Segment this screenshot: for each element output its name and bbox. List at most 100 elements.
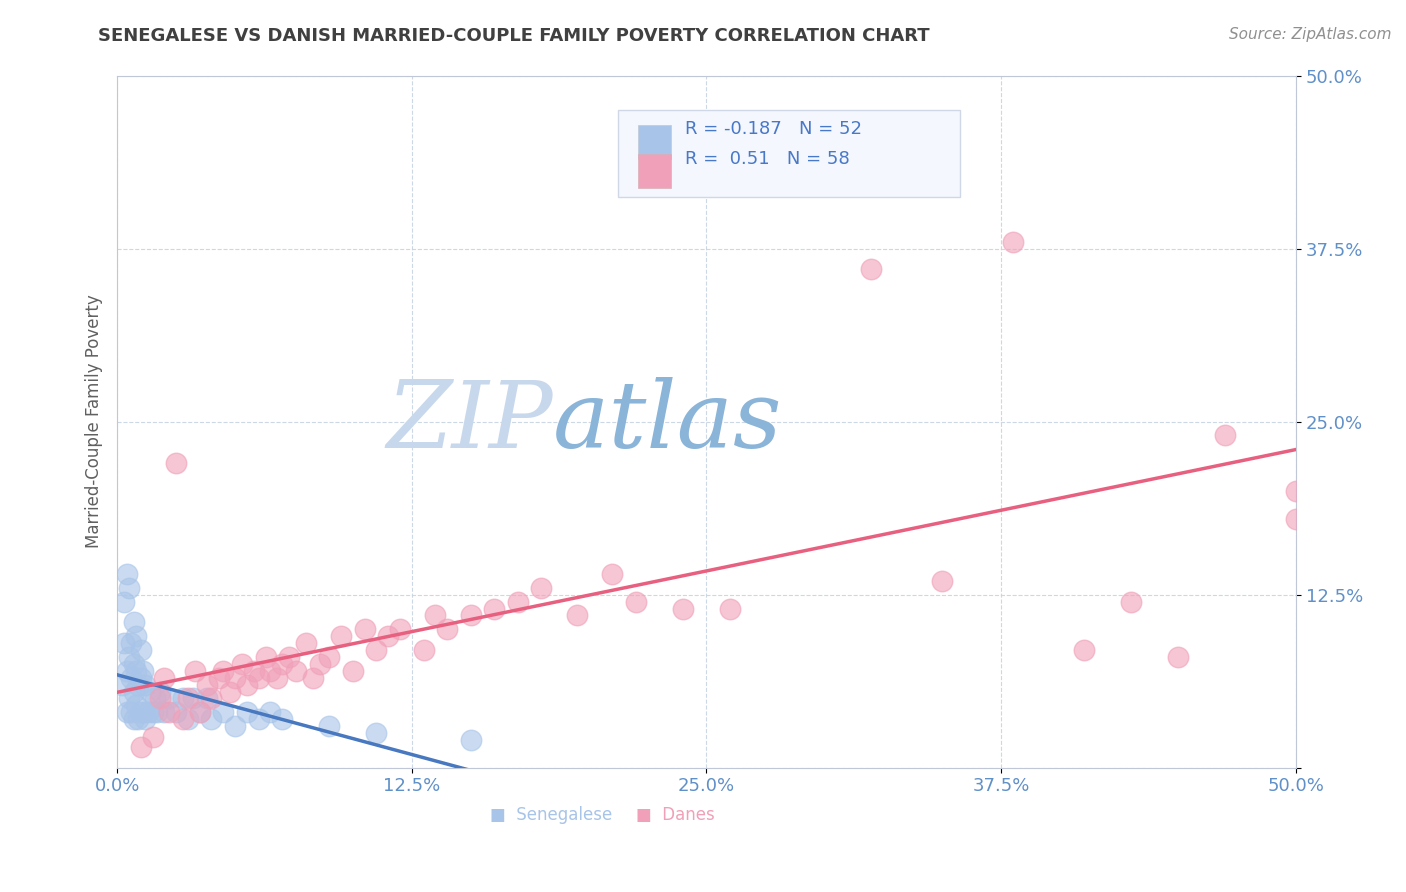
Point [120,636,142,650]
Bar [638,126,671,159]
Point [318,719,340,733]
Point [278,649,301,664]
Point [302,671,325,685]
Point [247,712,270,726]
Y-axis label: Married-Couple Family Poverty: Married-Couple Family Poverty [86,294,103,549]
Point [122,615,145,630]
Point [157,691,180,706]
Point [115,566,138,581]
Point [530,581,553,595]
Text: SENEGALESE VS DANISH MARRIED-COUPLE FAMILY POVERTY CORRELATION CHART: SENEGALESE VS DANISH MARRIED-COUPLE FAMI… [98,27,929,45]
Point [436,622,458,636]
Point [118,649,141,664]
Point [1167,649,1189,664]
Point [1001,235,1024,249]
Point [212,706,235,720]
Point [259,664,281,678]
Point [188,706,211,720]
Point [125,698,148,713]
Point [129,706,152,720]
Point [212,664,235,678]
Text: ZIP: ZIP [387,376,554,467]
Point [254,649,277,664]
Text: R = -0.187   N = 52: R = -0.187 N = 52 [685,120,862,138]
Point [132,706,155,720]
Point [136,706,159,720]
Point [600,566,623,581]
Point [165,706,187,720]
Point [236,706,259,720]
Point [129,739,152,754]
Point [412,643,434,657]
Point [366,726,388,740]
Point [129,671,152,685]
Point [111,678,134,692]
Point [425,608,447,623]
Point [129,643,152,657]
Point [672,601,695,615]
Point [236,678,259,692]
Point [165,456,187,470]
Point [1213,428,1236,442]
Point [153,671,176,685]
Point [247,671,270,685]
Point [207,671,229,685]
Point [200,712,222,726]
Point [200,691,222,706]
Point [134,712,156,726]
Point [141,706,163,720]
Text: ■  Danes: ■ Danes [636,805,714,824]
Point [389,622,412,636]
Point [172,691,194,706]
Point [565,608,588,623]
Point [181,691,204,706]
Point [149,684,172,698]
Point [506,594,529,608]
Point [172,712,194,726]
Point [484,601,506,615]
Point [219,684,242,698]
Point [120,706,142,720]
Point [118,581,141,595]
Point [285,664,308,678]
Point [377,629,399,643]
Point [120,671,142,685]
Point [224,671,246,685]
Point [931,574,953,588]
Point [259,706,281,720]
Point [184,664,207,678]
Point [271,712,294,726]
Point [134,678,156,692]
Point [177,712,200,726]
Point [195,678,218,692]
Point [309,657,332,671]
Point [177,691,200,706]
Point [122,657,145,671]
Bar [638,154,671,187]
Point [1285,511,1308,525]
Point [118,691,141,706]
Point [141,731,163,745]
Point [153,706,176,720]
Point [294,636,316,650]
Point [330,629,353,643]
Point [195,691,218,706]
Point [1119,594,1142,608]
Point [188,706,211,720]
Point [624,594,647,608]
Point [122,712,145,726]
Point [353,622,375,636]
Point [125,664,148,678]
Point [231,657,253,671]
Point [127,712,149,726]
Point [366,643,388,657]
FancyBboxPatch shape [619,110,960,196]
Point [146,706,169,720]
Point [718,601,741,615]
Point [766,179,789,194]
Point [139,684,162,698]
Point [112,594,135,608]
Text: R =  0.51   N = 58: R = 0.51 N = 58 [685,150,851,168]
Text: Source: ZipAtlas.com: Source: ZipAtlas.com [1229,27,1392,42]
Point [112,636,135,650]
